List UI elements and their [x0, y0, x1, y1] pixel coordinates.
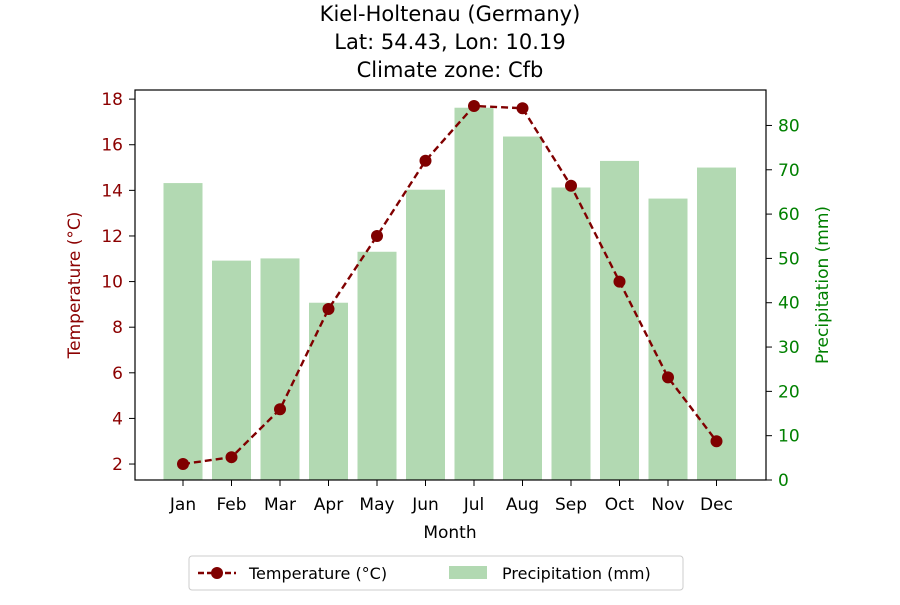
temperature-point — [322, 302, 335, 315]
left-tick-label: 8 — [112, 318, 123, 338]
left-tick-label: 6 — [112, 364, 123, 384]
x-tick-label: Oct — [605, 495, 635, 515]
legend-temperature-label: Temperature (°C) — [248, 564, 387, 583]
right-tick-label: 80 — [778, 116, 800, 136]
left-tick-label: 4 — [112, 409, 123, 429]
left-tick-label: 2 — [112, 455, 123, 475]
right-tick-label: 10 — [778, 427, 800, 447]
legend-precipitation-swatch — [449, 566, 487, 579]
x-tick-label: Jun — [411, 495, 439, 515]
legend-frame — [188, 555, 684, 591]
precipitation-bar — [260, 258, 300, 480]
precipitation-bar — [503, 136, 542, 480]
x-tick-label: Aug — [506, 495, 539, 515]
precipitation-bars — [163, 107, 736, 481]
left-tick-label: 10 — [101, 273, 123, 293]
precipitation-bar — [357, 251, 397, 480]
temperature-point — [468, 99, 480, 112]
temperature-point — [662, 371, 674, 384]
left-axis-label: Temperature (°C) — [65, 212, 85, 360]
x-tick-label: Nov — [651, 495, 684, 515]
x-tick-label: Sep — [555, 495, 587, 515]
plot-frame — [134, 89, 767, 481]
right-tick-label: 60 — [778, 205, 800, 225]
right-tick-label: 30 — [778, 338, 800, 358]
temperature-line — [182, 104, 718, 466]
right-axis-label: Precipitation (mm) — [813, 206, 833, 364]
x-tick-label: Dec — [700, 495, 733, 515]
left-tick-label: 14 — [101, 181, 123, 201]
x-tick-label: Feb — [216, 495, 246, 515]
precipitation-bar — [551, 187, 591, 480]
right-tick-label: 40 — [778, 294, 800, 314]
temperature-point — [225, 451, 238, 464]
left-tick-label: 12 — [101, 227, 123, 247]
temperature-point — [274, 403, 286, 416]
temperature-point — [516, 102, 529, 115]
temperature-point — [419, 154, 432, 167]
x-tick-label: May — [359, 495, 394, 515]
temperature-series — [177, 99, 723, 471]
precipitation-bar — [212, 260, 251, 480]
legend-precipitation-label: Precipitation (mm) — [502, 564, 651, 583]
month-axis: Jan Feb Mar Apr May Jun Jul Aug Sep Oct Nov Dec — [169, 480, 733, 515]
x-tick-label: Mar — [264, 495, 296, 515]
temperature-point — [613, 275, 626, 288]
x-axis-label: Month — [423, 523, 476, 543]
temperature-point — [177, 458, 189, 471]
right-tick-label: 0 — [778, 471, 789, 491]
right-tick-label: 70 — [778, 161, 800, 181]
chart-title-line: Kiel-Holtenau (Germany) — [320, 2, 581, 26]
precipitation-axis: 0 10 20 30 40 50 60 70 80 — [766, 116, 800, 491]
precipitation-bar — [697, 167, 736, 480]
precipitation-bar — [454, 107, 494, 481]
chart-title: Kiel-Holtenau (Germany) Lat: 54.43, Lon:… — [320, 2, 581, 82]
right-tick-label: 20 — [778, 382, 800, 402]
precipitation-bar — [648, 198, 688, 481]
legend: Temperature (°C) Precipitation (mm) — [188, 555, 684, 591]
temperature-point — [710, 435, 723, 448]
x-tick-label: Jan — [169, 495, 196, 515]
precipitation-bar — [309, 302, 348, 480]
precipitation-bar — [163, 183, 203, 480]
precipitation-bar — [406, 189, 445, 480]
left-tick-label: 16 — [101, 136, 123, 156]
legend-temperature-marker — [211, 567, 223, 579]
temperature-point — [565, 179, 577, 192]
temperature-axis: 2 4 6 8 10 12 14 16 18 — [101, 90, 135, 475]
chart-title-line: Climate zone: Cfb — [357, 58, 544, 82]
x-tick-label: Apr — [314, 495, 343, 515]
chart-title-line: Lat: 54.43, Lon: 10.19 — [334, 30, 565, 54]
left-tick-label: 18 — [101, 90, 123, 110]
x-tick-label: Jul — [463, 495, 485, 515]
temperature-point — [371, 229, 383, 242]
precipitation-bar — [600, 160, 639, 480]
right-tick-label: 50 — [778, 249, 800, 269]
